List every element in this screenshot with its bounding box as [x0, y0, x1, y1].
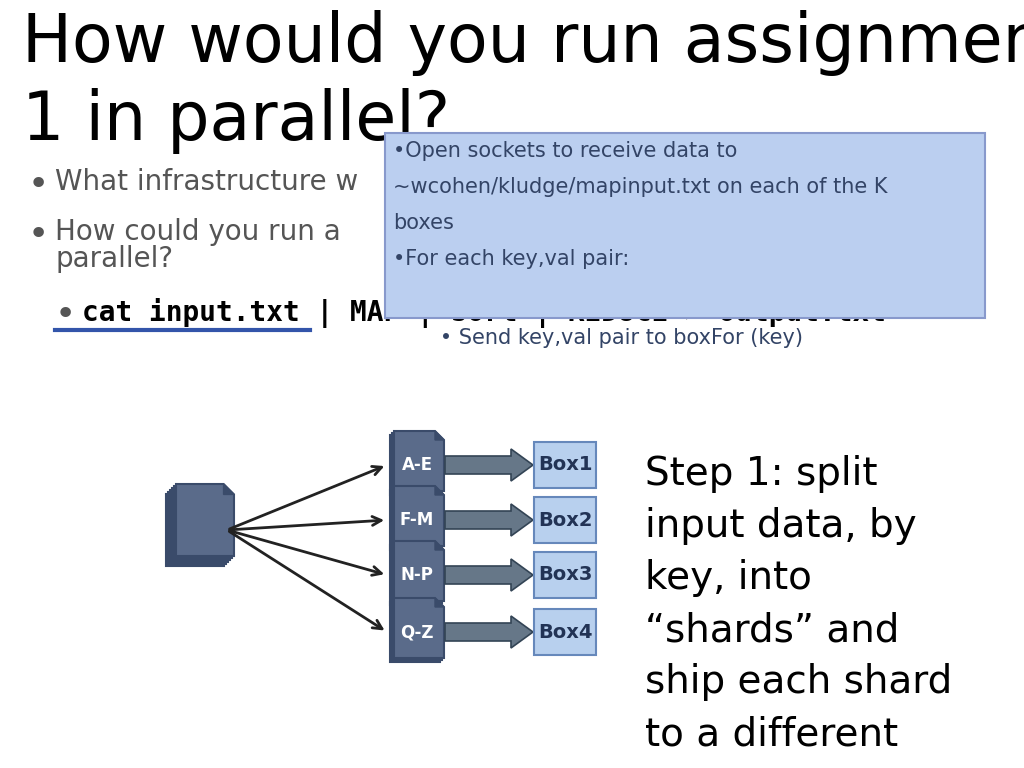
- Polygon shape: [431, 602, 440, 611]
- Polygon shape: [445, 449, 534, 481]
- Polygon shape: [433, 433, 442, 442]
- Text: What infrastructure w: What infrastructure w: [55, 168, 358, 196]
- FancyBboxPatch shape: [534, 442, 596, 488]
- Polygon shape: [435, 598, 444, 607]
- Polygon shape: [394, 598, 444, 658]
- Text: to a different: to a different: [645, 715, 898, 753]
- Polygon shape: [221, 486, 232, 496]
- Polygon shape: [170, 490, 228, 562]
- Text: Box4: Box4: [538, 623, 592, 641]
- Polygon shape: [172, 488, 230, 560]
- Polygon shape: [394, 431, 444, 491]
- Text: Box1: Box1: [538, 455, 592, 475]
- Text: •: •: [55, 298, 76, 332]
- Polygon shape: [435, 431, 444, 440]
- Polygon shape: [214, 494, 224, 505]
- Polygon shape: [431, 435, 440, 444]
- Text: How would you run assignment: How would you run assignment: [22, 10, 1024, 76]
- Polygon shape: [394, 486, 444, 546]
- Polygon shape: [431, 490, 440, 499]
- Text: ~wcohen/kludge/mapinput.txt on each of the K: ~wcohen/kludge/mapinput.txt on each of t…: [393, 177, 888, 197]
- Text: 1 in parallel?: 1 in parallel?: [22, 88, 451, 154]
- Polygon shape: [394, 541, 444, 601]
- Polygon shape: [390, 545, 440, 605]
- Polygon shape: [445, 616, 534, 648]
- Polygon shape: [217, 490, 228, 501]
- Text: How could you run a: How could you run a: [55, 218, 341, 246]
- Polygon shape: [435, 486, 444, 495]
- Text: N-P: N-P: [400, 566, 433, 584]
- Polygon shape: [392, 543, 442, 603]
- Polygon shape: [392, 433, 442, 493]
- Polygon shape: [174, 486, 232, 558]
- Text: • Send key,val pair to boxFor (key): • Send key,val pair to boxFor (key): [420, 328, 803, 348]
- Text: parallel?: parallel?: [55, 245, 173, 273]
- Polygon shape: [216, 492, 226, 502]
- Text: Box2: Box2: [538, 511, 592, 529]
- Text: Box3: Box3: [538, 565, 592, 584]
- Text: Q-Z: Q-Z: [400, 623, 434, 641]
- Text: •For each key,val pair:: •For each key,val pair:: [393, 249, 630, 269]
- Text: key, into: key, into: [645, 559, 812, 597]
- Polygon shape: [433, 488, 442, 497]
- Text: “shards” and: “shards” and: [645, 611, 899, 649]
- Text: cat input.txt | MAP | sort | REDUCE > output.txt: cat input.txt | MAP | sort | REDUCE > ou…: [82, 298, 886, 328]
- Polygon shape: [433, 600, 442, 609]
- FancyBboxPatch shape: [534, 497, 596, 543]
- Text: input data, by: input data, by: [645, 507, 916, 545]
- Polygon shape: [431, 545, 440, 554]
- Polygon shape: [176, 484, 234, 556]
- Polygon shape: [435, 541, 444, 550]
- Text: boxes: boxes: [393, 213, 454, 233]
- Polygon shape: [219, 488, 230, 498]
- Polygon shape: [168, 492, 226, 564]
- Polygon shape: [166, 494, 224, 566]
- Polygon shape: [390, 435, 440, 495]
- Polygon shape: [392, 488, 442, 548]
- Text: •Open sockets to receive data to: •Open sockets to receive data to: [393, 141, 737, 161]
- Text: •: •: [28, 168, 49, 202]
- Text: A-E: A-E: [401, 456, 432, 474]
- Polygon shape: [223, 484, 234, 495]
- FancyBboxPatch shape: [385, 133, 985, 318]
- Text: F-M: F-M: [400, 511, 434, 529]
- Text: ship each shard: ship each shard: [645, 663, 952, 701]
- FancyBboxPatch shape: [534, 609, 596, 655]
- Polygon shape: [390, 490, 440, 550]
- FancyBboxPatch shape: [534, 552, 596, 598]
- Polygon shape: [390, 602, 440, 662]
- Text: Step 1: split: Step 1: split: [645, 455, 878, 493]
- Polygon shape: [392, 600, 442, 660]
- Text: •: •: [28, 218, 49, 252]
- Polygon shape: [445, 504, 534, 536]
- Polygon shape: [433, 543, 442, 552]
- Polygon shape: [445, 559, 534, 591]
